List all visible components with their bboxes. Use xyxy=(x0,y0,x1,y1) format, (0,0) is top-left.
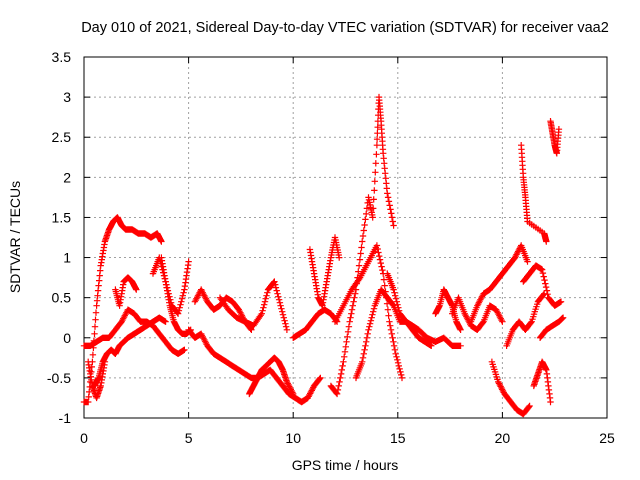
series-arc-13 xyxy=(306,234,343,309)
series-arc-10 xyxy=(216,278,291,333)
series-arc-18 xyxy=(432,286,464,333)
series-arc-7 xyxy=(85,358,109,402)
data-point-markers xyxy=(503,290,548,349)
x-tick-label: 5 xyxy=(185,430,193,446)
data-point-markers xyxy=(185,326,324,406)
series-arc-23 xyxy=(530,358,554,406)
data-point-markers xyxy=(85,358,109,402)
chart-title: Day 010 of 2021, Sidereal Day-to-day VTE… xyxy=(81,20,609,36)
series-arc-20 xyxy=(467,242,531,325)
series-arc-27 xyxy=(518,142,550,245)
data-point-markers xyxy=(191,286,255,333)
axis-ticks xyxy=(83,56,608,419)
data-point-markers xyxy=(432,286,464,333)
series-arc-4 xyxy=(149,254,192,317)
series-arc-25 xyxy=(536,314,567,341)
series-arc-24 xyxy=(520,262,565,309)
series-arc-15 xyxy=(331,242,406,382)
data-point-markers xyxy=(488,358,533,418)
data-point-markers xyxy=(384,270,464,349)
y-tick-label: -1 xyxy=(59,410,72,426)
x-tick-label: 20 xyxy=(495,430,511,446)
data-point-markers xyxy=(547,118,563,157)
series-arc-9 xyxy=(191,286,255,333)
series-arc-1 xyxy=(80,214,165,406)
series-arc-11 xyxy=(246,354,297,398)
series-arc-17 xyxy=(384,270,464,349)
x-tick-label: 10 xyxy=(285,430,301,446)
x-tick-label: 15 xyxy=(390,430,406,446)
data-point-markers xyxy=(536,314,567,341)
y-tick-labels: -1 -0.5 0 0.5 1 1.5 2 2.5 3 3.5 xyxy=(47,49,71,426)
plot-frame xyxy=(83,56,608,419)
series-arc-26 xyxy=(547,118,563,157)
y-tick-label: 2.5 xyxy=(52,129,72,145)
y-tick-label: 1.5 xyxy=(52,209,72,225)
data-point-markers xyxy=(112,274,140,309)
series-arc-14 xyxy=(327,93,397,398)
data-point-markers xyxy=(216,278,291,333)
x-axis-label: GPS time / hours xyxy=(292,457,399,473)
data-point-markers xyxy=(520,262,565,309)
y-axis-label: SDTVAR / TECUs xyxy=(7,181,23,293)
y-tick-label: -0.5 xyxy=(47,370,71,386)
data-point-markers xyxy=(327,93,397,398)
y-tick-label: 0 xyxy=(63,330,71,346)
y-tick-label: 0.5 xyxy=(52,290,72,306)
data-point-markers xyxy=(306,234,343,309)
y-tick-label: 3 xyxy=(63,89,71,105)
x-tick-label: 25 xyxy=(599,430,615,446)
data-point-markers xyxy=(530,358,554,406)
data-point-markers xyxy=(467,242,531,325)
series-arc-5 xyxy=(112,274,140,309)
y-tick-label: 1 xyxy=(63,250,71,266)
data-point-markers xyxy=(246,354,297,398)
data-point-markers xyxy=(331,242,406,382)
y-tick-label: 3.5 xyxy=(52,49,72,65)
x-tick-labels: 0 5 10 15 20 25 xyxy=(80,430,615,446)
series-arc-12 xyxy=(290,306,341,341)
data-point-markers xyxy=(518,142,550,245)
series-arc-21 xyxy=(488,358,533,418)
data-point-markers xyxy=(290,306,341,341)
x-tick-label: 0 xyxy=(80,430,88,446)
data-point-markers xyxy=(149,254,192,317)
data-point-markers xyxy=(80,214,165,406)
data-points xyxy=(80,93,567,418)
series-arc-22 xyxy=(503,290,548,349)
y-tick-label: 2 xyxy=(63,169,71,185)
series-arc-8 xyxy=(185,326,324,406)
